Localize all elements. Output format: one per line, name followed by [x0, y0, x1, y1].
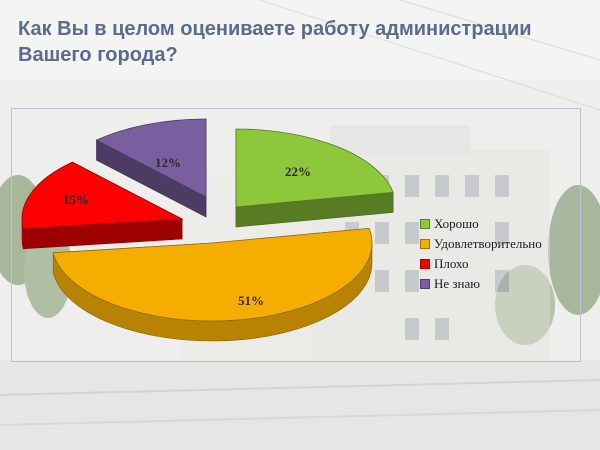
legend-swatch-unknown — [420, 279, 430, 289]
pie-slice-top-bad — [21, 161, 184, 230]
pie-slice-unknown — [95, 118, 207, 218]
legend-swatch-bad — [420, 259, 430, 269]
legend-item-unknown: Не знаю — [420, 274, 542, 294]
legend-label-unknown: Не знаю — [434, 276, 480, 291]
pie-slice-bad — [21, 161, 184, 250]
legend-item-satisfactory: Удовлетворительно — [420, 234, 542, 254]
legend-swatch-satisfactory — [420, 239, 430, 249]
slice-label-bad: 15% — [63, 192, 89, 207]
pie-slice-satisfactory — [52, 227, 373, 342]
pie-slice-top-unknown — [95, 118, 207, 198]
slice-label-good: 22% — [285, 164, 311, 179]
pie-slice-top-satisfactory — [52, 227, 373, 322]
chart-legend: Хорошо Удовлетворительно Плохо Не знаю — [420, 214, 542, 294]
legend-label-satisfactory: Удовлетворительно — [434, 236, 542, 251]
legend-label-good: Хорошо — [434, 216, 479, 231]
pie-slice-good — [235, 128, 394, 228]
legend-label-bad: Плохо — [434, 256, 469, 271]
chart-title: Как Вы в целом оцениваете работу админис… — [18, 18, 532, 66]
trees-right — [495, 185, 600, 345]
legend-swatch-good — [420, 219, 430, 229]
legend-item-bad: Плохо — [420, 254, 542, 274]
slice-label-unknown: 12% — [155, 155, 181, 170]
slice-label-satisfactory: 51% — [238, 293, 264, 308]
legend-item-good: Хорошо — [420, 214, 542, 234]
pie-slice-top-good — [235, 128, 394, 208]
chart-area — [11, 108, 581, 362]
